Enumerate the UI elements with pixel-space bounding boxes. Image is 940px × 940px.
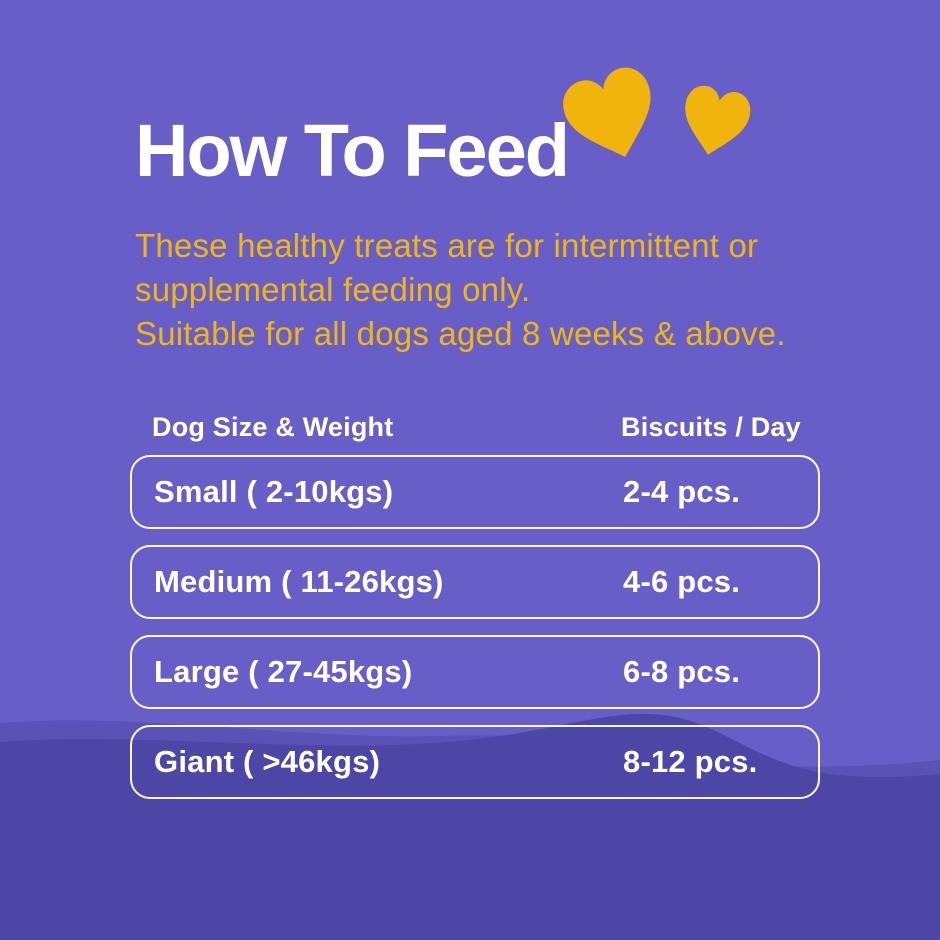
intro-text: These healthy treats are for intermitten…: [135, 224, 786, 356]
hearts-decoration: [563, 67, 751, 157]
table-row-giant: Giant ( >46kgs) 8-12 pcs.: [130, 725, 820, 799]
intro-line: These healthy treats are for intermitten…: [135, 227, 759, 264]
row-size-label: Small ( 2-10kgs): [154, 474, 394, 509]
table-row-large: Large ( 27-45kgs) 6-8 pcs.: [130, 635, 820, 709]
heart-icon: [685, 85, 751, 155]
intro-line: supplemental feeding only.: [135, 271, 531, 308]
column-header-dog-size: Dog Size & Weight: [152, 412, 394, 442]
row-amount-value: 2-4 pcs.: [623, 474, 741, 509]
background-wave: [0, 713, 940, 940]
row-size-label: Medium ( 11-26kgs): [154, 564, 444, 599]
heart-icon: [563, 67, 651, 157]
intro-line: Suitable for all dogs aged 8 weeks & abo…: [135, 315, 786, 352]
row-amount-value: 4-6 pcs.: [623, 564, 741, 599]
row-size-label: Giant ( >46kgs): [154, 744, 381, 779]
table-header: Dog Size & Weight Biscuits / Day: [130, 410, 820, 444]
row-size-label: Large ( 27-45kgs): [154, 654, 413, 689]
row-amount-value: 8-12 pcs.: [623, 744, 758, 779]
row-amount-value: 6-8 pcs.: [623, 654, 741, 689]
table-row-medium: Medium ( 11-26kgs) 4-6 pcs.: [130, 545, 820, 619]
table-row-small: Small ( 2-10kgs) 2-4 pcs.: [130, 455, 820, 529]
column-header-biscuits-per-day: Biscuits / Day: [621, 412, 801, 442]
wave-dark-shape: [0, 713, 940, 940]
page-title: How To Feed: [135, 109, 570, 192]
